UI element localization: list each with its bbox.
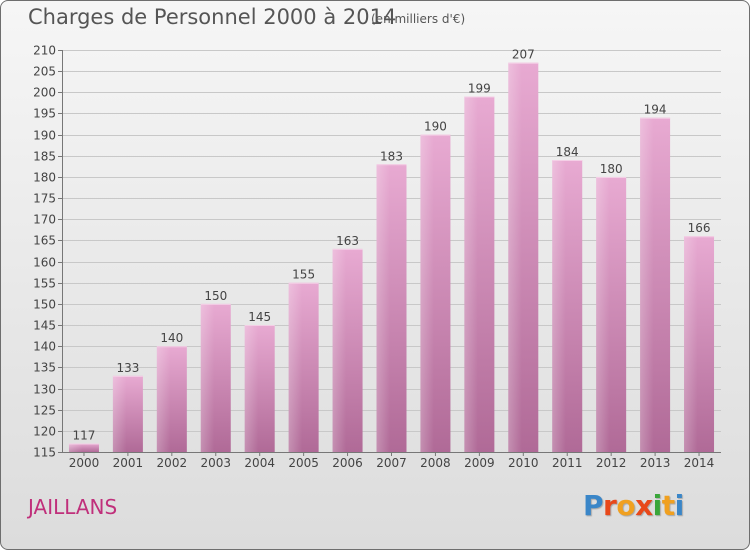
y-tick-label: 210 bbox=[33, 44, 56, 58]
x-tick-label-2007: 2007 bbox=[376, 456, 407, 470]
bar-highlight-2009 bbox=[464, 96, 478, 453]
bar-highlight-2012 bbox=[596, 176, 610, 452]
data-label-2013: 194 bbox=[644, 103, 667, 117]
bar-highlight-2011 bbox=[552, 160, 566, 452]
y-tick-label: 170 bbox=[33, 213, 56, 227]
y-tick-label: 160 bbox=[33, 256, 56, 270]
x-tick-label-2006: 2006 bbox=[332, 456, 363, 470]
data-label-2010: 207 bbox=[512, 48, 535, 62]
data-label-2007: 183 bbox=[380, 149, 403, 163]
x-tick-label-2005: 2005 bbox=[288, 456, 319, 470]
x-tick-label-2013: 2013 bbox=[640, 456, 671, 470]
y-tick-label: 175 bbox=[33, 192, 56, 206]
y-tick-label: 195 bbox=[33, 107, 56, 121]
logo-letter: r bbox=[603, 489, 617, 522]
logo-letter: o bbox=[616, 489, 636, 522]
bars bbox=[68, 62, 715, 453]
y-tick-label: 125 bbox=[33, 404, 56, 418]
bar-highlight-2006 bbox=[332, 248, 347, 452]
y-tick-label: 200 bbox=[33, 86, 56, 100]
data-label-2004: 145 bbox=[248, 310, 271, 324]
commune-name: JAILLANS bbox=[28, 495, 118, 519]
logo-letter: i bbox=[652, 489, 663, 522]
x-tick-label-2002: 2002 bbox=[157, 456, 188, 470]
y-tick-label: 165 bbox=[33, 234, 56, 248]
x-tick-label-2011: 2011 bbox=[552, 456, 583, 470]
y-tick-label: 130 bbox=[33, 383, 56, 397]
x-tick-label-2004: 2004 bbox=[244, 456, 275, 470]
y-tick-label: 180 bbox=[33, 171, 56, 185]
x-tick-label-2000: 2000 bbox=[69, 456, 100, 470]
y-tick-label: 205 bbox=[33, 65, 56, 79]
bar-highlight-2000 bbox=[68, 443, 83, 452]
bar-highlight-2013 bbox=[640, 117, 654, 452]
y-tick-label: 190 bbox=[33, 129, 56, 143]
bar-highlight-2014 bbox=[684, 236, 698, 452]
data-label-2008: 190 bbox=[424, 120, 447, 134]
data-label-2014: 166 bbox=[688, 221, 711, 235]
data-label-2005: 155 bbox=[292, 268, 315, 282]
y-tick-label: 155 bbox=[33, 277, 56, 291]
y-tick-label: 120 bbox=[33, 425, 56, 439]
y-tick-label: 145 bbox=[33, 319, 56, 333]
y-tick-label: 140 bbox=[33, 340, 56, 354]
x-tick-label-2001: 2001 bbox=[113, 456, 144, 470]
logo-letter: t bbox=[661, 489, 675, 522]
x-tick-label-2003: 2003 bbox=[200, 456, 231, 470]
y-tick-label: 135 bbox=[33, 361, 56, 375]
axes bbox=[58, 50, 721, 456]
data-label-2012: 180 bbox=[600, 162, 623, 176]
y-axis-tick-labels: 115 120 125 130 135 140 145 150 155 160 165 170 175 1… bbox=[33, 44, 56, 460]
data-label-2009: 199 bbox=[468, 82, 491, 96]
bar-highlight-2004 bbox=[244, 325, 259, 452]
chart-title: Charges de Personnel 2000 à 2014 bbox=[28, 5, 397, 29]
logo-letter: i bbox=[674, 489, 685, 522]
bar-2000 bbox=[68, 443, 99, 452]
bar-highlight-2001 bbox=[112, 375, 127, 452]
data-labels: 117 133 140 150 145 155 163 183 190 199 207 184 180 1… bbox=[73, 48, 711, 443]
data-label-2002: 140 bbox=[160, 331, 183, 345]
x-tick-label-2014: 2014 bbox=[684, 456, 715, 470]
data-label-2000: 117 bbox=[73, 429, 96, 443]
logo-letter: x bbox=[635, 489, 653, 522]
y-tick-label: 185 bbox=[33, 150, 56, 164]
data-label-2011: 184 bbox=[556, 145, 579, 159]
data-label-2001: 133 bbox=[116, 361, 139, 375]
data-label-2003: 150 bbox=[204, 289, 227, 303]
chart-subtitle: (en milliers d'€) bbox=[371, 12, 466, 26]
y-tick-label: 115 bbox=[33, 446, 56, 460]
proxiti-logo: Proxiti bbox=[583, 489, 684, 522]
x-tick-label-2009: 2009 bbox=[464, 456, 495, 470]
bar-highlight-2002 bbox=[156, 346, 171, 452]
bar-highlight-2005 bbox=[288, 282, 303, 452]
logo-letter: P bbox=[583, 489, 604, 522]
bar-highlight-2007 bbox=[376, 164, 390, 452]
x-axis-tick-labels: 2000 2001 2002 2003 2004 2005 2006 2007 2008 2009… bbox=[69, 456, 715, 470]
x-tick-label-2008: 2008 bbox=[420, 456, 451, 470]
data-label-2006: 163 bbox=[336, 234, 359, 248]
x-tick-label-2010: 2010 bbox=[508, 456, 539, 470]
bar-highlight-2003 bbox=[200, 303, 215, 452]
x-tick-label-2012: 2012 bbox=[596, 456, 627, 470]
y-tick-label: 150 bbox=[33, 298, 56, 312]
bar-highlight-2008 bbox=[420, 134, 434, 452]
bar-highlight-2010 bbox=[508, 62, 522, 453]
